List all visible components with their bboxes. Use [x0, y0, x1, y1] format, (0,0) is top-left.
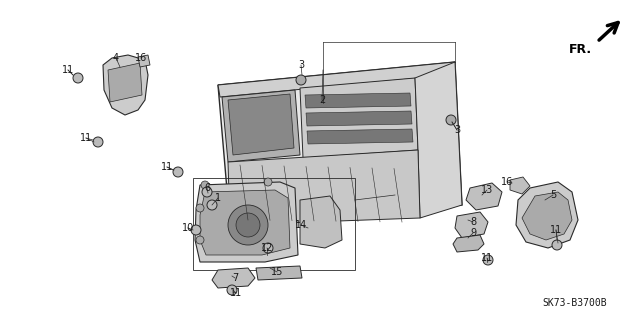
Text: 11: 11 [161, 162, 173, 172]
Text: 8: 8 [470, 217, 476, 227]
Text: 14: 14 [295, 220, 307, 230]
Text: 16: 16 [501, 177, 513, 187]
Circle shape [202, 187, 212, 197]
Text: 11: 11 [230, 288, 242, 298]
Circle shape [196, 236, 204, 244]
Text: 1: 1 [215, 193, 221, 203]
Circle shape [446, 115, 456, 125]
Circle shape [296, 75, 306, 85]
Circle shape [201, 181, 209, 189]
Circle shape [207, 200, 217, 210]
Polygon shape [300, 78, 418, 158]
Text: 4: 4 [113, 53, 119, 63]
Circle shape [93, 137, 103, 147]
Text: 11: 11 [481, 253, 493, 263]
Polygon shape [228, 150, 420, 225]
Text: 3: 3 [454, 125, 460, 135]
Circle shape [263, 243, 273, 253]
Polygon shape [218, 62, 462, 225]
Polygon shape [108, 63, 142, 102]
Text: 11: 11 [550, 225, 562, 235]
Text: 2: 2 [319, 95, 325, 105]
Polygon shape [195, 182, 298, 262]
Circle shape [173, 167, 183, 177]
Polygon shape [222, 90, 300, 162]
Text: 9: 9 [470, 228, 476, 238]
Text: 16: 16 [135, 53, 147, 63]
Polygon shape [228, 94, 294, 155]
Polygon shape [307, 129, 413, 144]
Polygon shape [103, 55, 148, 115]
Polygon shape [230, 198, 268, 228]
Text: FR.: FR. [569, 43, 592, 56]
Text: 6: 6 [204, 183, 210, 193]
Polygon shape [306, 111, 412, 126]
Polygon shape [256, 266, 302, 280]
Polygon shape [455, 212, 488, 238]
Circle shape [73, 73, 83, 83]
Circle shape [228, 205, 268, 245]
Text: SK73-B3700B: SK73-B3700B [542, 298, 607, 308]
Polygon shape [200, 190, 290, 255]
Polygon shape [466, 183, 502, 210]
Polygon shape [522, 192, 572, 240]
Circle shape [264, 178, 272, 186]
Text: 12: 12 [261, 243, 273, 253]
Polygon shape [516, 182, 578, 248]
Text: 11: 11 [80, 133, 92, 143]
Text: 11: 11 [62, 65, 74, 75]
Text: 7: 7 [232, 273, 238, 283]
Text: 15: 15 [271, 267, 283, 277]
Text: 10: 10 [182, 223, 194, 233]
Polygon shape [510, 177, 530, 194]
Text: 13: 13 [481, 185, 493, 195]
Polygon shape [300, 196, 342, 248]
Circle shape [483, 255, 493, 265]
Polygon shape [212, 268, 255, 288]
Circle shape [196, 204, 204, 212]
Circle shape [227, 285, 237, 295]
Text: 3: 3 [298, 60, 304, 70]
Text: 5: 5 [550, 190, 556, 200]
Polygon shape [415, 62, 462, 218]
Polygon shape [453, 235, 484, 252]
Circle shape [191, 225, 201, 235]
Polygon shape [305, 93, 411, 108]
Circle shape [552, 240, 562, 250]
Polygon shape [218, 62, 455, 97]
Polygon shape [138, 55, 150, 67]
Circle shape [236, 213, 260, 237]
